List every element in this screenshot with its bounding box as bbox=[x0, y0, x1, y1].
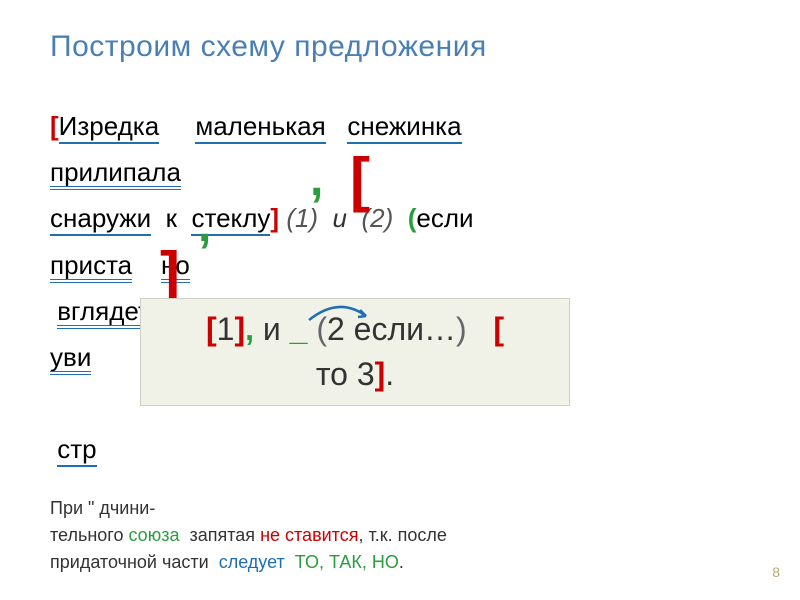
ov-b2c: ] bbox=[375, 356, 386, 392]
word-prilipala: прилипала bbox=[50, 157, 181, 187]
ft3a: придаточной части bbox=[50, 552, 209, 572]
ft2a: тельного bbox=[50, 525, 123, 545]
ov-to3: то 3 bbox=[316, 356, 375, 392]
page-number: 8 bbox=[772, 564, 780, 580]
line-4: приста но bbox=[50, 243, 750, 287]
footer-line-2: тельного союза запятая не ставится, т.к.… bbox=[50, 522, 750, 549]
ov-b1o: [ bbox=[206, 311, 217, 347]
ov-b2o: [ bbox=[493, 311, 504, 347]
line-2: прилипала bbox=[50, 150, 750, 194]
slide-title: Построим схему предложения bbox=[50, 30, 750, 64]
ft3c: ТО, ТАК, НО bbox=[295, 552, 399, 572]
ov-b1c: ] bbox=[234, 311, 245, 347]
ov-dot: . bbox=[385, 356, 394, 392]
ft2d: не ставится bbox=[260, 525, 358, 545]
footer-line-3: придаточной части следует ТО, ТАК, НО. bbox=[50, 549, 750, 576]
line-1: [Изредка маленькая снежинка bbox=[50, 104, 750, 148]
word-malenkaya: маленькая bbox=[195, 111, 325, 144]
schema-line-2: то 3]. bbox=[159, 352, 551, 397]
word-k: к bbox=[166, 203, 177, 233]
word-str: стр bbox=[57, 434, 96, 467]
word-uvi: уви bbox=[50, 342, 91, 372]
word-snezhinka: снежинка bbox=[347, 111, 461, 144]
word-esli: если bbox=[416, 203, 473, 233]
ft3b: следует bbox=[219, 552, 285, 572]
close-bracket-1: ] bbox=[270, 203, 279, 233]
ft2b: союза bbox=[128, 525, 179, 545]
word-izredka: Изредка bbox=[59, 111, 160, 144]
big-red-bracket-1: [ bbox=[350, 150, 370, 210]
line-3: снаружи к стеклу] (1) и (2) (если bbox=[50, 196, 750, 240]
word-and: и bbox=[333, 203, 347, 233]
word-snaruzhi: снаружи bbox=[50, 203, 151, 236]
big-comma-1: , bbox=[310, 156, 323, 204]
big-comma-2: , bbox=[198, 202, 211, 250]
line-8: стр bbox=[50, 427, 750, 471]
open-bracket-1: [ bbox=[50, 111, 59, 141]
num-1: (1) bbox=[286, 203, 318, 233]
ft2e: , т.к. после bbox=[358, 525, 446, 545]
arc-arrow bbox=[304, 300, 374, 324]
ov-and: и bbox=[254, 311, 290, 347]
ov-1: 1 bbox=[217, 311, 235, 347]
slide-root: Построим схему предложения [Изредка мале… bbox=[0, 0, 800, 600]
ov-comma: , bbox=[245, 311, 254, 347]
footer-note: При " дчини- тельного союза запятая не с… bbox=[50, 495, 750, 576]
ft1b: дчини- bbox=[99, 498, 155, 518]
ft2c: запятая bbox=[189, 525, 255, 545]
ft1a: При " bbox=[50, 498, 94, 518]
sentence-block: [Изредка маленькая снежинка прилипала сн… bbox=[50, 104, 750, 472]
big-red-bracket-close: ] bbox=[160, 244, 180, 304]
ov-pc: ) bbox=[456, 311, 467, 347]
word-pristalno-a: приста bbox=[50, 250, 132, 280]
ft3d: . bbox=[399, 552, 404, 572]
footer-line-1: При " дчини- bbox=[50, 495, 750, 522]
